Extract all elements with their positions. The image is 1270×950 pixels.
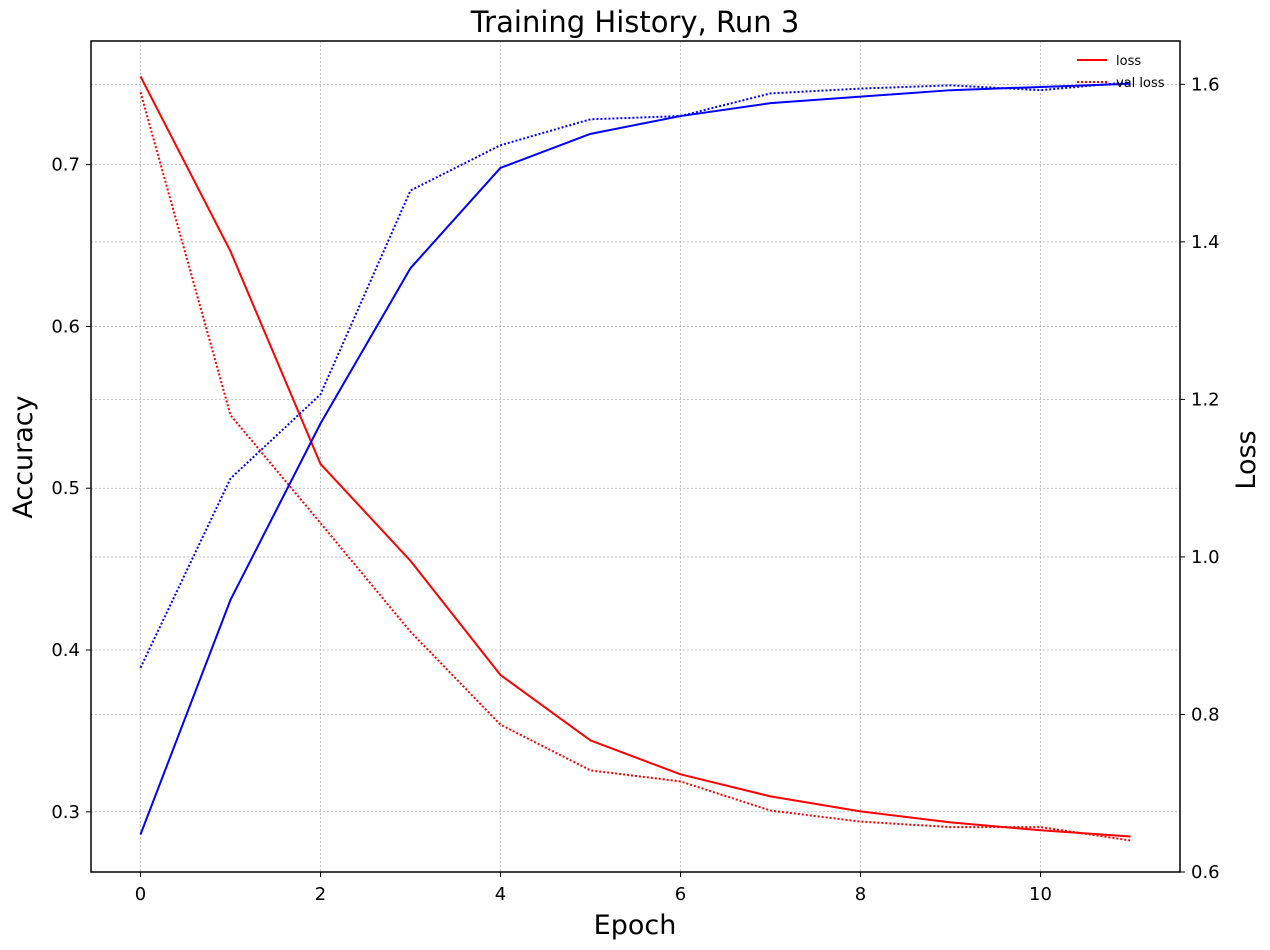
series-line-3 bbox=[139, 81, 1131, 669]
data-point bbox=[680, 780, 682, 782]
y-left-tick-label: 0.6 bbox=[51, 316, 80, 337]
legend-label-loss: loss bbox=[1116, 54, 1141, 69]
data-point bbox=[1040, 829, 1042, 831]
data-point bbox=[1040, 89, 1042, 91]
x-tick-label: 0 bbox=[135, 884, 146, 905]
y-left-tick-label: 0.5 bbox=[51, 478, 80, 499]
y-right-tick-label: 0.6 bbox=[1191, 862, 1220, 883]
data-point bbox=[230, 414, 232, 416]
data-point bbox=[140, 667, 142, 669]
data-point bbox=[950, 84, 952, 86]
data-point bbox=[140, 91, 142, 93]
data-point bbox=[410, 267, 412, 269]
y-left-tick-label: 0.3 bbox=[51, 802, 80, 823]
data-point bbox=[320, 393, 322, 395]
x-tick-label: 8 bbox=[855, 884, 866, 905]
data-point bbox=[500, 724, 502, 726]
data-point bbox=[500, 674, 502, 676]
legend-label-val-loss: val loss bbox=[1116, 76, 1165, 91]
x-axis-label: Epoch bbox=[594, 910, 677, 941]
data-point bbox=[950, 89, 952, 91]
data-point bbox=[860, 88, 862, 90]
chart-title: Training History, Run 3 bbox=[470, 5, 800, 39]
data-point bbox=[770, 92, 772, 94]
y-axis-right-label: Loss bbox=[1231, 430, 1262, 489]
legend: loss val loss bbox=[1077, 54, 1165, 91]
data-point bbox=[410, 631, 412, 633]
data-series bbox=[139, 75, 1132, 842]
data-point bbox=[860, 96, 862, 98]
data-point bbox=[500, 144, 502, 146]
data-point bbox=[680, 773, 682, 775]
data-point bbox=[590, 769, 592, 771]
data-point bbox=[590, 133, 592, 135]
data-point bbox=[320, 422, 322, 424]
series-line-1 bbox=[139, 91, 1131, 842]
data-point bbox=[230, 478, 232, 480]
data-point bbox=[860, 821, 862, 823]
y-right-tick-label: 1.2 bbox=[1191, 389, 1220, 410]
axis-ticks: 0 2 4 6 8 10 0.3 0.4 0.5 0.6 0.7 0.6 0.8 1.0 1.2 1.4 1.6 bbox=[51, 74, 1219, 905]
data-point bbox=[1040, 826, 1042, 828]
data-point bbox=[1040, 86, 1042, 88]
data-point bbox=[590, 118, 592, 120]
data-point bbox=[230, 599, 232, 601]
data-point bbox=[140, 75, 142, 77]
data-point bbox=[770, 102, 772, 104]
y-left-tick-label: 0.4 bbox=[51, 640, 80, 661]
series-line-2 bbox=[139, 82, 1131, 835]
x-tick-label: 10 bbox=[1029, 884, 1052, 905]
data-point bbox=[770, 810, 772, 812]
y-right-tick-label: 1.0 bbox=[1191, 547, 1220, 568]
data-point bbox=[320, 522, 322, 524]
series-line-0 bbox=[139, 75, 1131, 838]
data-point bbox=[410, 560, 412, 562]
data-point bbox=[680, 115, 682, 117]
y-axis-left-label: Accuracy bbox=[8, 395, 39, 518]
data-point bbox=[590, 739, 592, 741]
data-point bbox=[410, 190, 412, 192]
data-point bbox=[320, 463, 322, 465]
data-point bbox=[770, 795, 772, 797]
data-point bbox=[950, 821, 952, 823]
data-point bbox=[500, 167, 502, 169]
data-point bbox=[230, 250, 232, 252]
x-tick-label: 4 bbox=[495, 884, 506, 905]
plot-frame bbox=[90, 40, 1181, 873]
y-left-tick-label: 0.7 bbox=[51, 155, 80, 176]
y-right-tick-label: 1.4 bbox=[1191, 232, 1220, 253]
x-tick-label: 2 bbox=[315, 884, 326, 905]
data-point bbox=[950, 826, 952, 828]
data-point bbox=[1130, 836, 1132, 838]
data-point bbox=[860, 810, 862, 812]
x-tick-label: 6 bbox=[675, 884, 686, 905]
data-point bbox=[140, 833, 142, 835]
y-right-tick-label: 0.8 bbox=[1191, 704, 1220, 725]
data-point bbox=[1130, 839, 1132, 841]
y-right-tick-label: 1.6 bbox=[1191, 74, 1220, 95]
